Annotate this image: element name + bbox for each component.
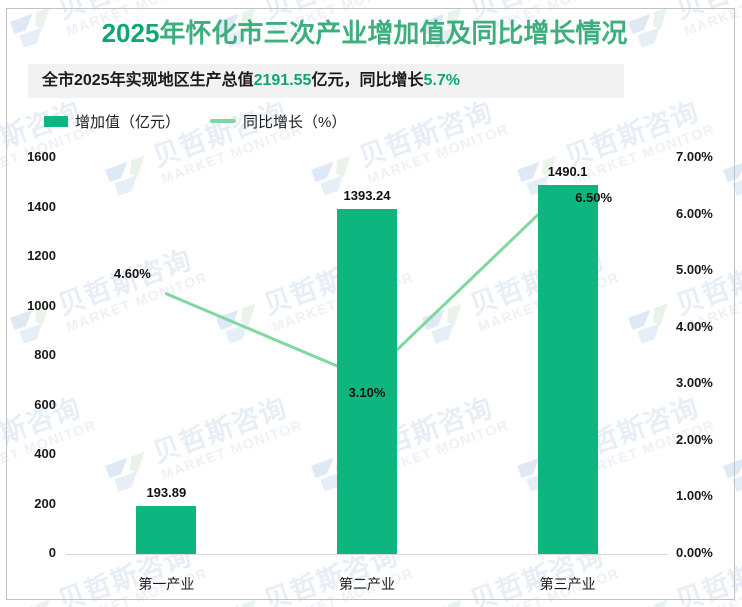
- y-axis-right-tick: 3.00%: [676, 375, 713, 391]
- chart-frame: [6, 8, 735, 600]
- y-axis-left-tick: 200: [34, 495, 56, 511]
- y-axis-right-tick: 4.00%: [676, 318, 713, 334]
- y-axis-left-tick: 1200: [27, 248, 56, 263]
- x-axis-category-label: 第二产业: [339, 576, 395, 592]
- x-axis-category-label: 第一产业: [138, 576, 195, 592]
- legend-item-line[interactable]: 同比增长（%）: [210, 111, 346, 132]
- legend-line-swatch-icon: [210, 119, 237, 123]
- chart-title-rest: 年怀化市三次产业增加值及同比增长情况: [159, 18, 628, 48]
- y-axis-left-tick: 600: [34, 396, 56, 412]
- chart-subtitle: 全市2025年实现地区生产总值2191.55亿元，同比增长5.7%: [28, 64, 624, 98]
- bar-value-label: 193.89: [146, 485, 187, 500]
- chart-legend: 增加值（亿元） 同比增长（%）: [44, 108, 376, 134]
- y-axis-right-tick: 5.00%: [676, 262, 713, 278]
- y-axis-left-tick: 400: [34, 446, 56, 461]
- y-axis-right-tick: 1.00%: [676, 488, 713, 504]
- bar-value-label: 1490.1: [547, 164, 588, 180]
- bar-value-label: 1393.24: [343, 188, 391, 204]
- line-point-label: 4.60%: [113, 265, 151, 281]
- chart-title: 2025年怀化市三次产业增加值及同比增长情况: [0, 16, 729, 50]
- legend-bar-swatch-icon: [44, 115, 68, 127]
- line-point-label: 6.50%: [575, 190, 613, 206]
- chart-title-year: 2025: [101, 18, 160, 48]
- y-axis-left-tick: 1000: [27, 297, 56, 313]
- y-axis-right-tick: 7.00%: [676, 149, 713, 164]
- y-axis-left-tick: 1400: [27, 198, 56, 214]
- subtitle-growth-value: 5.7%: [423, 72, 460, 89]
- y-axis-right-tick: 0.00%: [676, 545, 713, 560]
- y-axis-right-tick: 6.00%: [676, 205, 713, 221]
- line-point-label: 3.10%: [348, 384, 386, 400]
- legend-item-bar-label: 增加值（亿元）: [75, 113, 181, 131]
- y-axis-left-tick: 800: [34, 347, 56, 362]
- x-axis-category-label: 第三产业: [539, 576, 596, 592]
- subtitle-middle: 亿元，同比增长: [311, 72, 424, 89]
- y-axis-right-tick: 2.00%: [676, 431, 713, 447]
- bar-1[interactable]: [136, 506, 197, 554]
- subtitle-gdp-value: 2191.55: [253, 72, 312, 89]
- legend-item-line-label: 同比增长（%）: [243, 113, 347, 131]
- bar-3[interactable]: [537, 185, 598, 554]
- legend-item-bar[interactable]: 增加值（亿元）: [44, 111, 180, 132]
- y-axis-left-tick: 0: [48, 545, 56, 560]
- subtitle-prefix: 全市2025年实现地区生产总值: [42, 72, 254, 89]
- bar-2[interactable]: [337, 209, 397, 554]
- y-axis-left-tick: 1600: [27, 149, 56, 164]
